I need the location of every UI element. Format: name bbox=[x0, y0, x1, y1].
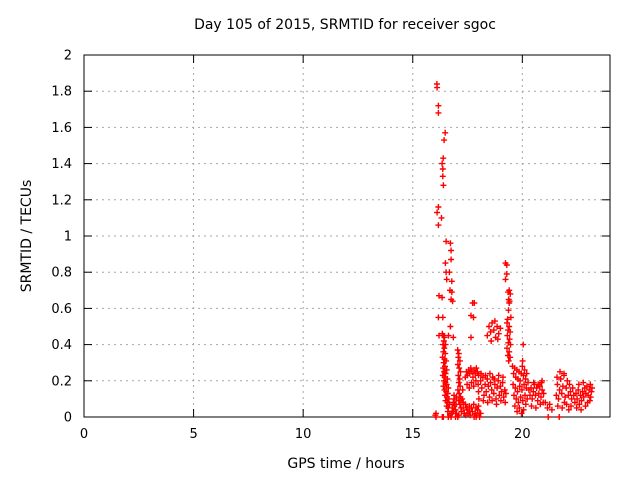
y-tick-label: 1.4 bbox=[51, 157, 72, 172]
y-tick-label: 0.4 bbox=[51, 338, 72, 353]
y-tick-label: 0.8 bbox=[51, 266, 72, 281]
y-tick-label: 1.8 bbox=[51, 85, 72, 100]
y-axis-label: SRMTID / TECUs bbox=[19, 180, 35, 293]
y-tick-label: 2 bbox=[64, 49, 72, 64]
y-tick-label: 1 bbox=[64, 230, 72, 245]
y-tick-label: 0 bbox=[64, 411, 72, 426]
tick-labels: 0 5 10 15 20 0 0.2 0.4 0.6 0.8 1 1.2 1.4 1.6 1.8 2 bbox=[51, 49, 530, 443]
y-tick-label: 0.2 bbox=[51, 374, 72, 389]
scatter-points bbox=[432, 81, 595, 420]
chart-title: Day 105 of 2015, SRMTID for receiver sgo… bbox=[194, 17, 496, 33]
x-tick-label: 10 bbox=[295, 427, 312, 442]
x-tick-label: 20 bbox=[514, 427, 531, 442]
axes bbox=[83, 54, 611, 418]
x-tick-label: 5 bbox=[189, 427, 197, 442]
y-tick-label: 1.6 bbox=[51, 121, 72, 136]
grid-lines bbox=[84, 55, 610, 417]
x-tick-label: 15 bbox=[404, 427, 421, 442]
x-axis-label: GPS time / hours bbox=[287, 456, 404, 472]
y-tick-label: 0.6 bbox=[51, 302, 72, 317]
data-point-markers bbox=[432, 81, 595, 420]
x-tick-label: 0 bbox=[80, 427, 88, 442]
y-tick-label: 1.2 bbox=[51, 193, 72, 208]
